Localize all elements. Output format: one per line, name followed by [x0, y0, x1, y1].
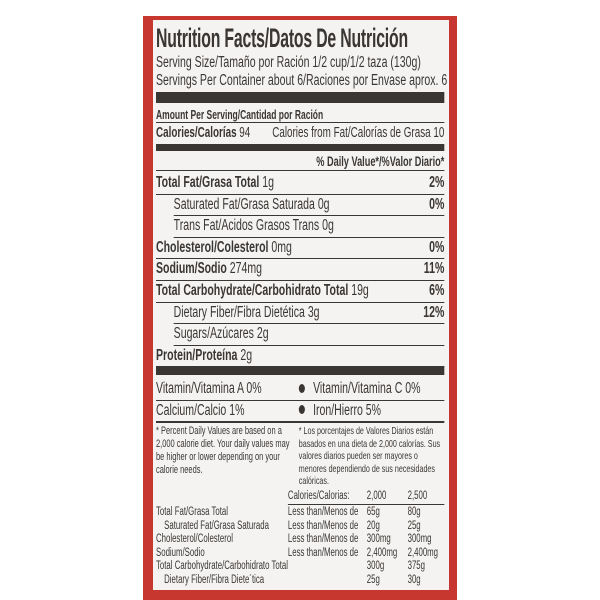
dv-table-2500: 2,500: [407, 490, 428, 502]
nutrient-row: Trans Fat/Acidos Grasos Trans 0g: [156, 217, 444, 235]
nutrient-label: Total Carbohydrate/Carbohidrato Total: [156, 282, 349, 299]
vitamin-row: Vitamin/Vitamina A 0% Vitamin/Vitamina C …: [156, 380, 444, 398]
vitamin-right: Iron/Hierro 5%: [313, 401, 382, 419]
nutrient-amount: 0mg: [271, 238, 292, 256]
nutrient-amount: 19g: [351, 282, 369, 299]
dv-table-cell: Dietary Fiber/Fibra Diete´tica: [164, 574, 265, 586]
dv-table-cell: Total Carbohydrate/Carbohidrato Total: [156, 560, 289, 573]
nutrient-daily-value: 12%: [423, 303, 445, 321]
vitamin-right-wrap: Vitamin/Vitamina C 0%: [298, 380, 421, 398]
nutrition-label-panel: [153, 20, 449, 590]
footnote-english: * Percent Daily Values are based on a 2,…: [156, 425, 290, 476]
nutrient-row: Sodium/Sodio 274mg 11%: [156, 260, 444, 278]
dv-table-cell: Sodium/Sodio: [156, 546, 205, 559]
vitamin-row: Calcium/Calcio 1% Iron/Hierro 5%: [156, 402, 444, 420]
divider: [287, 504, 445, 505]
nutrient-label: Sugars/Azúcares: [173, 325, 254, 343]
nutrient-amount: 2g: [256, 325, 269, 343]
label-title: Nutrition Facts/Datos De Nutrición: [156, 23, 408, 53]
divider-medium: [156, 144, 445, 151]
dv-table-cell: 30g: [407, 574, 421, 586]
nutrient-label: Saturated Fat/Grasa Saturada: [173, 195, 315, 213]
divider: [156, 399, 445, 401]
nutrient-label: Trans Fat/Acidos Grasos Trans: [173, 217, 320, 235]
nutrient-row: Total Fat/Grasa Total 1g 2%: [156, 174, 444, 192]
dv-table-cell: 375g: [407, 560, 426, 573]
nutrient-label: Cholesterol/Colesterol: [156, 238, 269, 256]
dv-table-cell: 25g: [366, 574, 380, 586]
dv-table-cell: Cholesterol/Colesterol: [156, 533, 233, 546]
dv-table-cell: 65g: [366, 506, 380, 518]
divider: [173, 323, 445, 325]
nutrient-daily-value: 2%: [429, 174, 445, 191]
vitamin-right-wrap: Iron/Hierro 5%: [298, 401, 382, 420]
nutrient-row: Sugars/Azúcares 2g: [156, 325, 444, 343]
amount-per-serving: Amount Per Serving/Cantidad por Ración: [156, 108, 324, 122]
dv-table-cell: Less than/Menos de: [287, 506, 359, 518]
dv-table-cell: 300g: [366, 560, 385, 573]
bullet-icon: [298, 383, 305, 393]
dv-table-cell: 300mg: [366, 533, 391, 546]
divider: [156, 122, 445, 123]
dv-table-cell: 80g: [407, 506, 421, 518]
divider: [173, 344, 445, 346]
nutrient-amount: 0g: [317, 195, 330, 213]
nutrient-row: Protein/Proteína 2g: [156, 347, 444, 365]
daily-value-header: % Daily Value*/%Valor Diario*: [316, 154, 445, 169]
divider: [156, 193, 445, 195]
divider: [156, 421, 445, 423]
divider: [156, 279, 445, 281]
nutrient-daily-value: 0%: [429, 195, 445, 213]
nutrient-amount: 0g: [322, 217, 334, 235]
dv-table-cell: Less than/Menos de: [287, 519, 359, 532]
nutrient-label: Total Fat/Grasa Total: [156, 174, 260, 191]
dv-table-cell: 2,400mg: [366, 546, 398, 559]
servings-per-container: Servings Per Container about 6/Raciones …: [156, 72, 448, 89]
nutrient-row: Dietary Fiber/Fibra Dietética 3g 12%: [156, 303, 445, 322]
nutrient-daily-value: 6%: [429, 282, 445, 299]
nutrient-row: Cholesterol/Colesterol 0mg 0%: [156, 239, 444, 257]
nutrient-daily-value: 11%: [423, 260, 445, 278]
bullet-icon: [298, 405, 305, 415]
nutrient-label: Dietary Fiber/Fibra Dietética: [173, 303, 305, 321]
nutrient-amount: 2g: [240, 346, 253, 364]
divider: [156, 258, 445, 260]
calories-value: 94: [239, 125, 251, 141]
dv-table-cell: 20g: [366, 519, 380, 532]
calories-row: Calories/Calorías 94 Calories from Fat/C…: [156, 124, 444, 142]
label-title-row: Nutrition Facts/Datos De Nutrición: [156, 23, 444, 53]
dv-table-cell: 2,400mg: [407, 546, 439, 559]
divider: [173, 215, 445, 217]
dv-table-2000: 2,000: [366, 490, 387, 502]
nutrient-row: Saturated Fat/Grasa Saturada 0g 0%: [156, 195, 445, 214]
calories-label: Calories/Calorías: [156, 125, 237, 141]
divider-thick: [156, 92, 445, 103]
nutrition-facts-label: Nutrition Facts/Datos De Nutrición Servi…: [156, 20, 448, 590]
dv-table-cell: Less than/Menos de: [287, 546, 359, 559]
dv-table-cell: Saturated Fat/Grasa Saturada: [164, 519, 269, 532]
nutrient-label: Protein/Proteína: [156, 346, 238, 364]
divider: [173, 236, 445, 238]
serving-size: Serving Size/Tamaño por Ración 1/2 cup/1…: [156, 54, 421, 71]
calories-from-fat: Calories from Fat/Calorías de Grasa 10: [272, 125, 445, 141]
nutrient-row: Total Carbohydrate/Carbohidrato Total 19…: [156, 282, 444, 300]
vitamin-left: Calcium/Calcio 1%: [156, 401, 245, 419]
dv-table-calories-label: Calories/Calorias:: [287, 490, 350, 502]
footnote-spanish: * Los porcentajes de Valores Diarios est…: [298, 425, 441, 487]
vitamin-left: Vitamin/Vitamina A 0%: [156, 380, 262, 397]
nutrient-amount: 1g: [262, 174, 274, 191]
nutrient-daily-value: 0%: [429, 238, 445, 256]
divider-thick: [156, 366, 445, 375]
dv-table-cell: Total Fat/Grasa Total: [156, 506, 229, 518]
divider: [156, 170, 445, 171]
vitamin-right: Vitamin/Vitamina C 0%: [313, 380, 421, 397]
dv-table-cell: 25g: [407, 519, 421, 532]
nutrient-amount: 274mg: [229, 260, 263, 278]
nutrient-amount: 3g: [307, 303, 320, 321]
divider: [156, 301, 445, 303]
dv-table-cell: 300mg: [407, 533, 432, 546]
nutrient-label: Sodium/Sodio: [156, 260, 227, 278]
dv-table-cell: Less than/Menos de: [287, 533, 359, 546]
